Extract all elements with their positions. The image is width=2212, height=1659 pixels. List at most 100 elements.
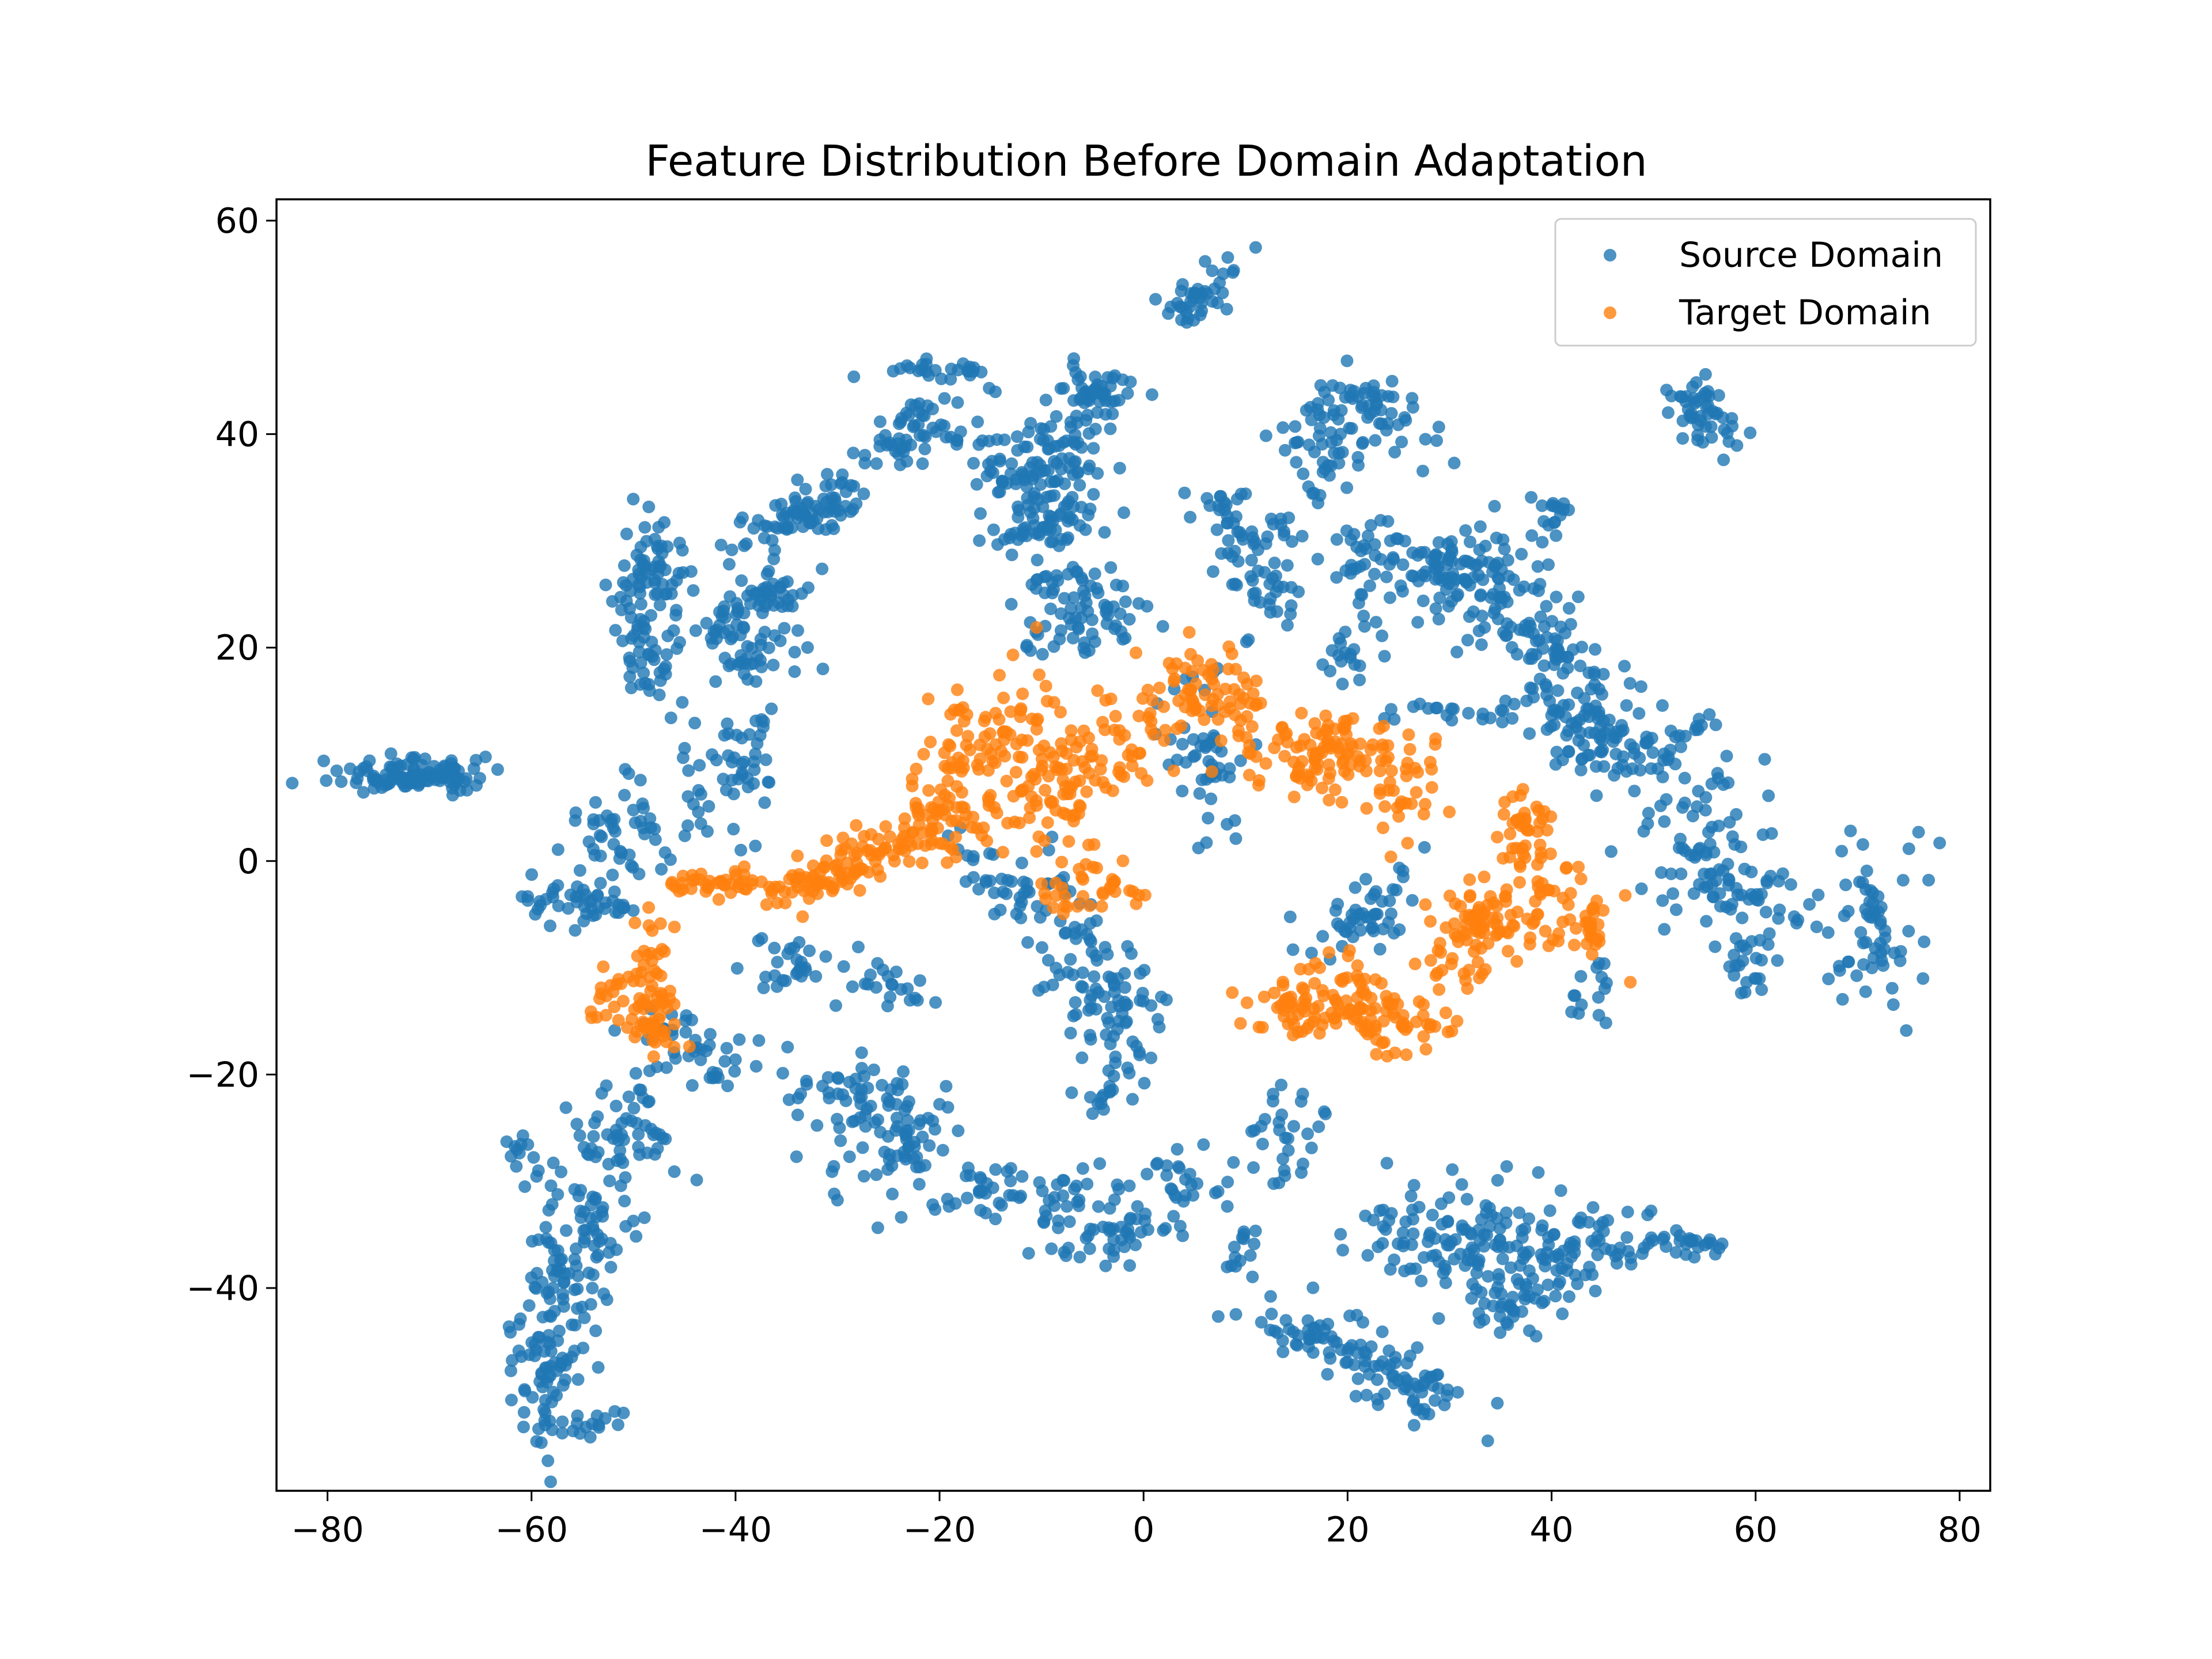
scatter-point <box>1044 603 1057 615</box>
scatter-point <box>1349 562 1362 575</box>
scatter-point <box>1590 789 1603 802</box>
scatter-point <box>1607 735 1620 748</box>
scatter-point <box>530 1170 543 1183</box>
scatter-point <box>816 1080 829 1093</box>
scatter-point <box>1250 698 1263 711</box>
scatter-point <box>1287 1120 1300 1133</box>
scatter-point <box>1502 1241 1516 1254</box>
scatter-point <box>525 868 538 881</box>
scatter-point <box>586 843 600 855</box>
scatter-point <box>1564 887 1577 900</box>
scatter-point <box>714 539 728 552</box>
scatter-point <box>1162 307 1175 320</box>
y-tick-label: −40 <box>186 1268 259 1309</box>
scatter-point <box>1066 560 1080 574</box>
scatter-point <box>1089 422 1102 435</box>
scatter-point <box>1463 964 1475 976</box>
scatter-point <box>1008 815 1021 828</box>
scatter-point <box>1032 984 1046 997</box>
scatter-point <box>1135 767 1148 780</box>
scatter-point <box>1255 1316 1268 1329</box>
scatter-point <box>636 797 649 810</box>
scatter-point <box>1633 751 1646 764</box>
scatter-point <box>622 970 635 983</box>
scatter-point <box>1185 704 1199 717</box>
scatter-point <box>1036 647 1049 661</box>
scatter-point <box>649 1036 662 1049</box>
scatter-point <box>579 1224 592 1236</box>
scatter-point <box>573 864 586 877</box>
scatter-point <box>892 448 905 461</box>
scatter-point <box>606 595 619 608</box>
scatter-point <box>1028 487 1041 500</box>
scatter-point <box>1918 935 1931 948</box>
scatter-point <box>1506 919 1520 931</box>
scatter-point <box>735 732 748 745</box>
scatter-point <box>479 751 492 763</box>
scatter-point <box>1035 941 1048 954</box>
scatter-point <box>1730 882 1743 895</box>
scatter-point <box>1207 677 1221 691</box>
scatter-point <box>1063 611 1076 624</box>
scatter-point <box>1565 1005 1578 1018</box>
scatter-point <box>1041 464 1055 477</box>
scatter-point <box>1178 486 1191 499</box>
scatter-point <box>850 819 863 832</box>
scatter-point <box>556 1378 570 1392</box>
scatter-point <box>1524 681 1537 694</box>
scatter-point <box>665 587 678 600</box>
scatter-point <box>1168 1188 1181 1202</box>
scatter-point <box>1455 1178 1468 1191</box>
scatter-point <box>1550 1264 1563 1277</box>
scatter-point <box>844 479 858 492</box>
scatter-point <box>1385 703 1397 716</box>
scatter-point <box>1356 1002 1369 1016</box>
scatter-point <box>1448 1252 1461 1266</box>
scatter-point <box>1058 927 1071 940</box>
scatter-point <box>1474 520 1487 533</box>
scatter-point <box>950 780 963 793</box>
scatter-point <box>1407 1179 1421 1192</box>
scatter-point <box>1490 531 1503 544</box>
scatter-point <box>1417 1030 1430 1043</box>
scatter-point <box>831 1112 844 1126</box>
scatter-point <box>799 483 812 496</box>
scatter-point <box>1499 1217 1513 1229</box>
scatter-point <box>1402 728 1415 741</box>
scatter-point <box>1556 1307 1569 1320</box>
scatter-point <box>1191 282 1205 296</box>
scatter-point <box>1316 930 1330 943</box>
scatter-point <box>722 749 735 762</box>
scatter-point <box>749 1060 763 1073</box>
scatter-point <box>1623 677 1637 690</box>
scatter-point <box>1156 620 1169 633</box>
scatter-point <box>1369 434 1382 447</box>
scatter-point <box>1373 1204 1387 1217</box>
scatter-point <box>1339 1356 1353 1369</box>
scatter-point <box>1283 910 1297 923</box>
scatter-point <box>915 827 929 839</box>
scatter-point <box>1336 1244 1349 1257</box>
scatter-point <box>1597 760 1611 773</box>
scatter-point <box>1051 1178 1064 1191</box>
scatter-point <box>1119 631 1132 645</box>
scatter-point <box>652 948 665 961</box>
scatter-point <box>1501 554 1514 567</box>
scatter-point <box>910 1161 923 1173</box>
x-tick-label: 60 <box>1734 1510 1778 1550</box>
scatter-point <box>1562 602 1575 615</box>
scatter-point <box>637 620 650 634</box>
scatter-point <box>1536 499 1548 512</box>
scatter-point <box>1306 1346 1320 1359</box>
scatter-point <box>1383 894 1396 907</box>
y-tick-label: 20 <box>215 628 259 668</box>
scatter-point <box>1264 1290 1277 1303</box>
scatter-point <box>1334 381 1347 395</box>
scatter-point <box>1206 264 1219 278</box>
scatter-point <box>1403 1349 1416 1362</box>
scatter-point <box>1020 877 1033 890</box>
scatter-point <box>1332 649 1345 662</box>
scatter-point <box>504 1325 517 1339</box>
scatter-point <box>670 574 683 587</box>
scatter-point <box>330 764 343 778</box>
